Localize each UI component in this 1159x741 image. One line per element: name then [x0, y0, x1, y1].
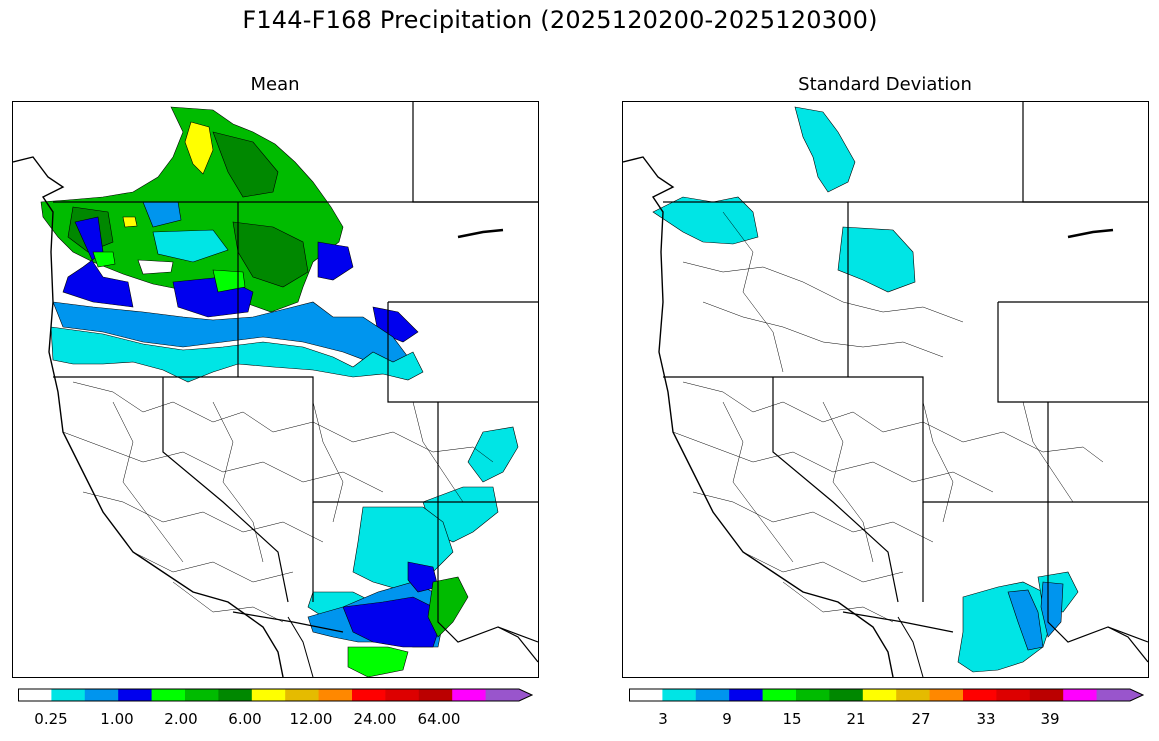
mean-tick-6: 64.00	[417, 710, 461, 728]
mean-region-dark-green-2	[232, 221, 309, 288]
std-colorbar-swatch-14	[1096, 689, 1143, 701]
std-tick-2: 15	[782, 710, 802, 728]
std-colorbar-outline	[629, 688, 1144, 702]
std-colorbar	[629, 688, 1144, 702]
std-colorbar-swatch-1	[662, 689, 697, 701]
std-colorbar-swatch-6	[829, 689, 864, 701]
std-region-blue-az	[1007, 589, 1044, 651]
std-tick-1: 9	[722, 710, 732, 728]
std-colorbar-swatch-4	[762, 689, 797, 701]
mean-colorbar-swatch-13	[452, 689, 487, 701]
mean-colorbar-swatch-4	[151, 689, 186, 701]
std-tick-3: 21	[846, 710, 866, 728]
mean-colorbar-swatch-9	[318, 689, 353, 701]
std-tick-4: 27	[911, 710, 931, 728]
mean-colorbar	[18, 688, 533, 702]
mean-tick-0: 0.25	[34, 710, 68, 728]
mean-region-yellow-yukon	[184, 121, 214, 175]
std-colorbar-swatch-11	[996, 689, 1031, 701]
mean-region-brightgreen-mid	[212, 269, 246, 293]
mean-region-brightgreen-mex	[347, 646, 409, 677]
panel-title-mean: Mean	[250, 74, 300, 95]
mean-region-blue-nm	[407, 561, 439, 593]
mean-gulf-coast	[287, 616, 314, 677]
std-colorbar-swatch-8	[896, 689, 931, 701]
mean-colorbar-swatch-14	[485, 689, 532, 701]
std-region-cyan-yukon	[794, 106, 856, 193]
panel-title-std: Standard Deviation	[798, 74, 972, 95]
mean-region-blue-east	[317, 241, 354, 281]
mean-colorbar-swatch-2	[84, 689, 119, 701]
mean-colorbar-swatch-8	[285, 689, 320, 701]
mean-tick-3: 6.00	[228, 710, 262, 728]
mean-region-cyan-oregon	[50, 326, 424, 383]
mean-colorbar-swatch-0	[18, 689, 52, 701]
mean-colorbar-outline	[18, 688, 533, 702]
mean-tick-4: 12.00	[289, 710, 333, 728]
mean-colorbar-swatch-11	[385, 689, 420, 701]
mean-region-blue-coast	[62, 216, 134, 308]
std-map-canvas	[623, 102, 1148, 677]
mean-region-yellow-small	[122, 216, 138, 228]
std-colorbar-swatch-0	[629, 689, 663, 701]
mean-colorbar-swatch-10	[352, 689, 386, 701]
std-tick-6: 39	[1040, 710, 1060, 728]
figure-title: F144-F168 Precipitation (2025120200-2025…	[242, 6, 878, 34]
mean-colorbar-swatch-6	[218, 689, 253, 701]
mean-map	[12, 101, 539, 678]
mean-shaded-regions	[40, 106, 519, 677]
std-coastline	[623, 156, 894, 677]
mean-tick-1: 1.00	[100, 710, 134, 728]
std-colorbar-swatch-7	[862, 689, 897, 701]
mean-colorbar-swatch-7	[251, 689, 286, 701]
mean-colorbar-swatch-12	[418, 689, 453, 701]
mean-basin-outlines	[62, 381, 494, 623]
mean-texas-line	[497, 626, 538, 663]
mean-region-cyan-utah	[467, 426, 519, 483]
std-tick-0: 3	[658, 710, 668, 728]
std-hudson-line	[1067, 228, 1114, 239]
mean-boundaries	[53, 102, 538, 643]
std-region-blue-nm	[1040, 581, 1064, 638]
std-tick-5: 33	[976, 710, 996, 728]
mean-region-white-lake	[137, 259, 174, 275]
std-colorbar-swatch-5	[796, 689, 830, 701]
std-colorbar-swatch-2	[695, 689, 730, 701]
mean-region-lightblue-1	[52, 301, 409, 368]
mean-region-dark-green-1	[212, 131, 279, 198]
std-colorbar-swatch-13	[1063, 689, 1098, 701]
mean-colorbar-swatch-3	[118, 689, 153, 701]
std-gulf-coast	[897, 616, 924, 677]
mean-tick-5: 24.00	[353, 710, 397, 728]
mean-map-canvas	[13, 102, 538, 677]
std-colorbar-swatch-9	[929, 689, 964, 701]
std-map	[622, 101, 1149, 678]
mean-coastline	[13, 156, 284, 677]
std-boundaries	[663, 102, 1148, 643]
std-region-cyan-id	[837, 226, 916, 293]
mean-region-brightgreen-small	[92, 251, 116, 268]
std-texas-line	[1107, 626, 1148, 663]
std-colorbar-swatch-3	[729, 689, 764, 701]
mean-hudson-line	[457, 228, 504, 239]
mean-colorbar-swatch-5	[185, 689, 219, 701]
std-basin-outlines	[672, 211, 1104, 623]
std-colorbar-swatch-12	[1029, 689, 1064, 701]
std-shaded-regions	[652, 106, 1079, 673]
mean-region-cyan-north	[152, 229, 229, 263]
std-region-cyan-wa	[652, 196, 759, 245]
std-colorbar-swatch-10	[963, 689, 997, 701]
mean-region-blue-az	[342, 596, 439, 648]
mean-region-green-nm	[427, 576, 469, 638]
mean-tick-2: 2.00	[164, 710, 198, 728]
mean-colorbar-swatch-1	[51, 689, 86, 701]
